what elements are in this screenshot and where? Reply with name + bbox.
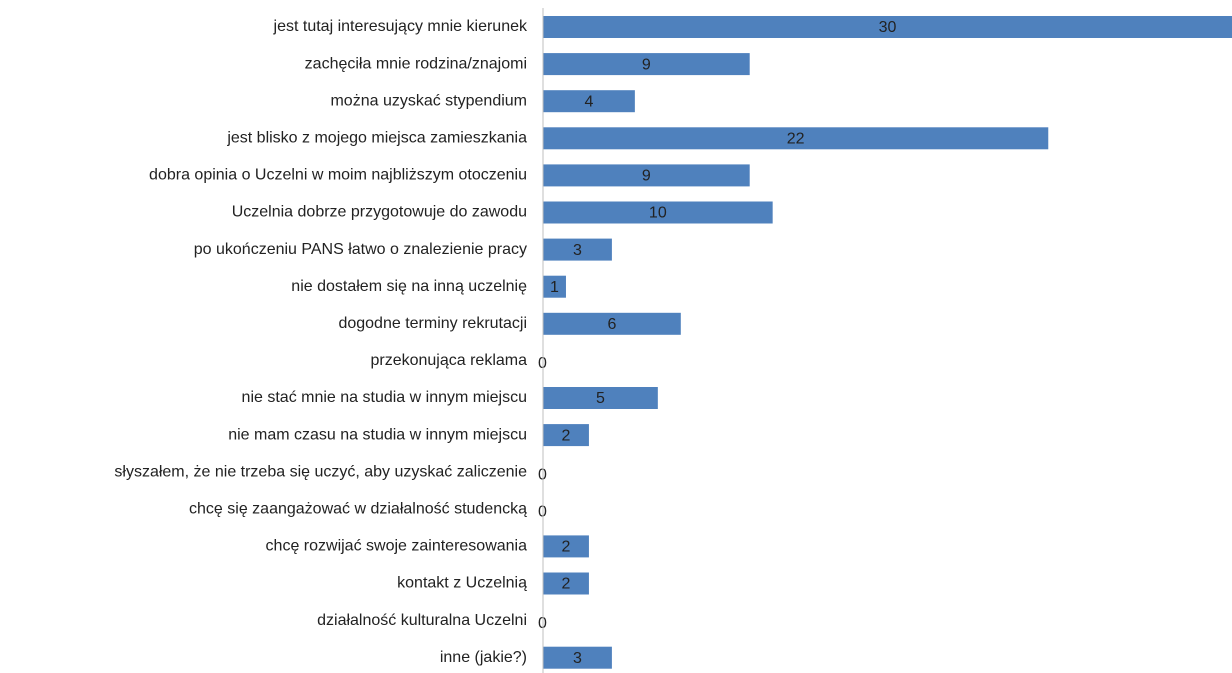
y-tick-label: dobra opinia o Uczelni w moim najbliższy… (149, 167, 527, 184)
value-label: 5 (596, 390, 605, 407)
bar (543, 535, 589, 558)
value-label: 9 (642, 168, 651, 185)
y-tick-label: słyszałem, że nie trzeba się uczyć, aby … (114, 463, 527, 480)
bar (543, 238, 612, 261)
value-label: 2 (562, 539, 571, 556)
value-label: 6 (607, 316, 616, 333)
y-tick-label: kontakt z Uczelnią (397, 575, 527, 592)
y-tick-label: nie dostałem się na inną uczelnię (291, 278, 527, 295)
y-tick-label: nie mam czasu na studia w innym miejscu (228, 426, 527, 443)
y-tick-label: po ukończeniu PANS łatwo o znalezienie p… (194, 241, 527, 258)
bar (543, 275, 566, 298)
value-label: 22 (787, 131, 805, 148)
y-tick-label: Uczelnia dobrze przygotowuje do zawodu (232, 204, 527, 221)
bar (543, 572, 589, 595)
bar (543, 127, 1049, 150)
value-label: 9 (642, 56, 651, 73)
y-tick-label: chcę rozwijać swoje zainteresowania (266, 538, 528, 555)
bar (543, 424, 589, 447)
value-label: 2 (562, 427, 571, 444)
bar (543, 387, 658, 409)
bar (543, 164, 750, 187)
bar (543, 201, 773, 224)
value-label: 3 (573, 242, 582, 259)
y-tick-label: jest tutaj interesujący mnie kierunek (273, 18, 528, 35)
bar (543, 53, 750, 76)
y-tick-label: chcę się zaangażować w działalność stude… (189, 501, 527, 518)
bar (543, 312, 681, 335)
bar (543, 16, 1232, 38)
value-label: 4 (584, 93, 593, 110)
bar (543, 90, 635, 113)
y-tick-label: zachęciła mnie rodzina/znajomi (305, 55, 527, 72)
value-label: 3 (573, 650, 582, 667)
value-label: 10 (649, 205, 667, 222)
y-tick-label: jest blisko z mojego miejsca zamieszkani… (226, 130, 527, 147)
y-tick-label: dogodne terminy rekrutacji (338, 315, 527, 332)
y-tick-label: można uzyskać stypendium (330, 92, 527, 109)
y-tick-label: nie stać mnie na studia w innym miejscu (242, 389, 527, 406)
y-tick-label: przekonująca reklama (370, 352, 527, 369)
value-label: 2 (562, 576, 571, 593)
y-tick-label: inne (jakie?) (440, 649, 527, 666)
y-tick-label: działalność kulturalna Uczelni (317, 612, 527, 629)
bar (543, 646, 612, 669)
value-label: 1 (550, 279, 559, 296)
value-label: 30 (879, 19, 897, 36)
